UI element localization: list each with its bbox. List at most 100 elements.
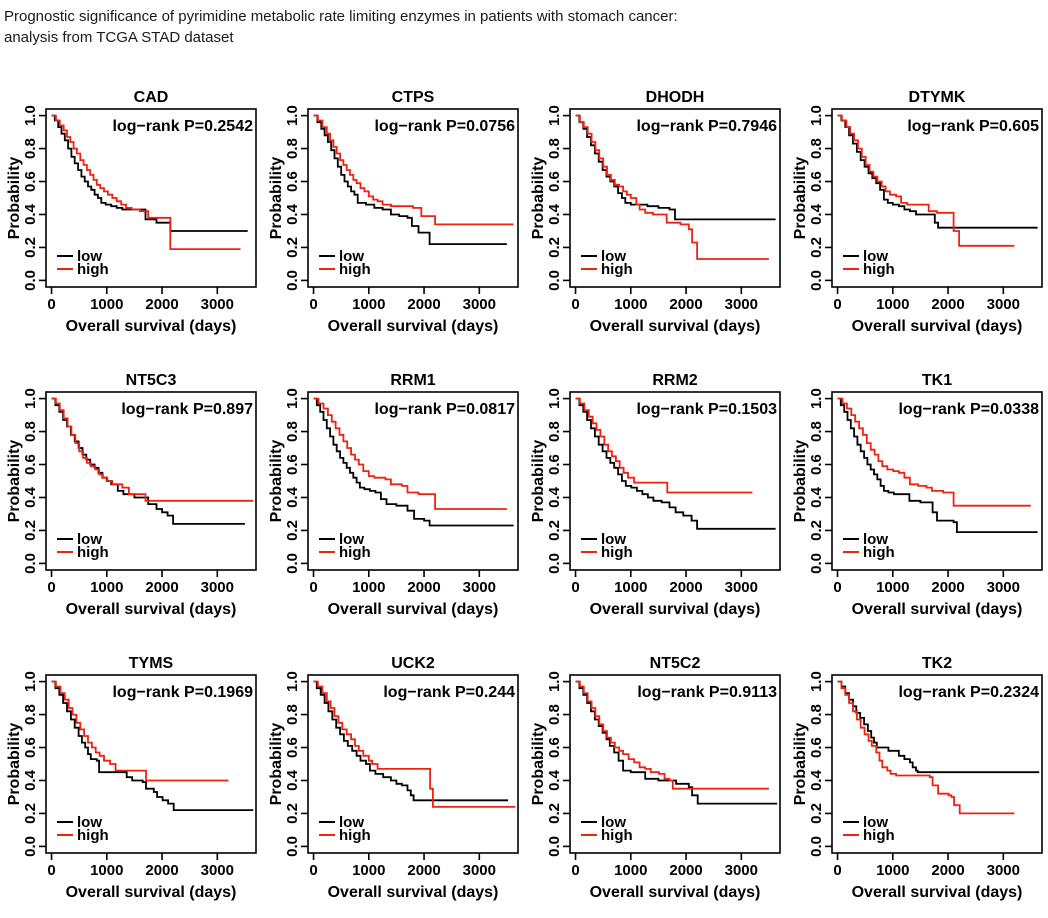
x-axis-label: Overall survival (days) [66, 601, 237, 618]
legend-high-label: high [339, 544, 371, 561]
x-tick-label: 0 [571, 296, 579, 313]
panel-TYMS: TYMS log−rank P=0.1969 0 1000 2000 3000 0.0 0.2… [0, 651, 262, 901]
y-tick-label: 0.4 [22, 769, 39, 791]
x-tick-label: 3000 [463, 579, 496, 596]
y-tick-label: 0.6 [22, 737, 39, 758]
x-tick-label: 2000 [669, 296, 702, 313]
y-tick-label: 0.8 [22, 704, 39, 725]
y-tick-label: 1.0 [22, 105, 39, 126]
figure-caption: Prognostic significance of pyrimidine me… [4, 6, 1034, 48]
y-tick-label: 0.6 [22, 171, 39, 192]
plot-box [831, 391, 1043, 571]
km-curve-low [575, 397, 776, 530]
x-tick-label: 2000 [407, 579, 440, 596]
km-chart-NT5C2: NT5C2 log−rank P=0.9113 0 1000 2000 3000 0.0 0.… [530, 655, 781, 901]
x-tick-label: 0 [571, 862, 579, 879]
plot-box [307, 108, 519, 288]
y-tick-label: 0.4 [808, 769, 825, 791]
y-tick-label: 0.2 [808, 520, 825, 541]
y-tick-label: 0.4 [284, 486, 301, 508]
y-tick-label: 0.2 [22, 520, 39, 541]
x-tick-label: 0 [833, 296, 841, 313]
legend-low-label: low [339, 531, 364, 548]
legend-high-label: high [77, 827, 109, 844]
y-tick-label: 0.6 [22, 454, 39, 475]
panel-TK2: TK2 log−rank P=0.2324 0 1000 2000 3000 0.0 0.2 0… [786, 651, 1048, 901]
km-curve-low [575, 114, 776, 221]
x-tick-label: 0 [47, 579, 55, 596]
y-tick-label: 1.0 [546, 388, 563, 409]
plot-box [307, 674, 519, 854]
y-tick-label: 1.0 [808, 105, 825, 126]
plot-box [45, 108, 257, 288]
x-tick-label: 3000 [201, 579, 234, 596]
panel-title: DHODH [646, 89, 705, 106]
legend-high-label: high [77, 544, 109, 561]
y-tick-label: 0.2 [808, 803, 825, 824]
km-curve-low [313, 397, 514, 527]
y-axis-label: Probability [530, 440, 547, 523]
panel-DHODH: DHODH log−rank P=0.7946 0 1000 2000 3000 0.0 0.… [524, 85, 786, 335]
x-tick-label: 1000 [876, 862, 909, 879]
x-tick-label: 0 [309, 296, 317, 313]
y-tick-label: 0.0 [284, 836, 301, 857]
panel-NT5C2: NT5C2 log−rank P=0.9113 0 1000 2000 3000 0.0 0.… [524, 651, 786, 901]
km-curve-low [837, 680, 1040, 774]
y-axis-label: Probability [268, 723, 285, 806]
panel-title: NT5C3 [126, 372, 177, 389]
km-curve-high [51, 114, 241, 250]
y-tick-label: 0.6 [808, 171, 825, 192]
x-tick-label: 3000 [725, 862, 758, 879]
x-tick-label: 1000 [876, 296, 909, 313]
y-tick-label: 0.2 [22, 237, 39, 258]
y-tick-label: 0.4 [546, 203, 563, 225]
legend-high-label: high [863, 544, 895, 561]
pvalue-label: log−rank P=0.244 [383, 684, 515, 701]
x-axis-label: Overall survival (days) [590, 318, 761, 335]
y-tick-label: 0.0 [22, 270, 39, 291]
x-tick-label: 2000 [931, 862, 964, 879]
legend-high-label: high [339, 261, 371, 278]
y-axis-label: Probability [792, 440, 809, 523]
y-tick-label: 0.0 [808, 553, 825, 574]
panel-RRM2: RRM2 log−rank P=0.1503 0 1000 2000 3000 0.0 0.2… [524, 368, 786, 618]
y-tick-label: 1.0 [546, 105, 563, 126]
x-tick-label: 2000 [145, 862, 178, 879]
x-axis-label: Overall survival (days) [852, 884, 1023, 901]
legend-low-label: low [339, 248, 364, 265]
km-curve-high [575, 397, 753, 494]
x-tick-label: 2000 [407, 296, 440, 313]
km-curve-high [837, 680, 1015, 815]
y-tick-label: 0.2 [22, 803, 39, 824]
x-axis-label: Overall survival (days) [328, 318, 499, 335]
km-curve-high [575, 680, 769, 790]
y-tick-label: 0.8 [284, 421, 301, 442]
panels-grid: CAD log−rank P=0.2542 0 1000 2000 3000 0.0 0.2 0… [0, 85, 1048, 901]
panel-DTYMK: DTYMK log−rank P=0.605 0 1000 2000 3000 0.0 0.2… [786, 85, 1048, 335]
x-tick-label: 2000 [669, 862, 702, 879]
km-chart-DHODH: DHODH log−rank P=0.7946 0 1000 2000 3000 0.0 0.… [530, 89, 781, 335]
km-curve-low [51, 114, 248, 232]
km-chart-TK1: TK1 log−rank P=0.0338 0 1000 2000 3000 0.0 0.2 0… [792, 372, 1043, 618]
km-curve-high [313, 114, 514, 226]
panel-title: CTPS [392, 89, 435, 106]
y-tick-label: 1.0 [808, 671, 825, 692]
x-tick-label: 0 [833, 579, 841, 596]
y-tick-label: 0.0 [22, 836, 39, 857]
y-tick-label: 0.8 [808, 421, 825, 442]
y-tick-label: 1.0 [808, 388, 825, 409]
x-axis-label: Overall survival (days) [66, 318, 237, 335]
plot-box [569, 674, 781, 854]
panel-UCK2: UCK2 log−rank P=0.244 0 1000 2000 3000 0.0 0.2 0… [262, 651, 524, 901]
x-tick-label: 0 [47, 296, 55, 313]
y-axis-label: Probability [792, 723, 809, 806]
plot-box [45, 391, 257, 571]
y-tick-label: 0.6 [284, 737, 301, 758]
y-tick-label: 0.6 [546, 171, 563, 192]
y-axis-label: Probability [6, 157, 23, 240]
y-axis-label: Probability [792, 157, 809, 240]
x-tick-label: 1000 [614, 862, 647, 879]
panel-title: NT5C2 [650, 655, 701, 672]
panel-RRM1: RRM1 log−rank P=0.0817 0 1000 2000 3000 0.0 0.2… [262, 368, 524, 618]
y-tick-label: 0.8 [284, 138, 301, 159]
